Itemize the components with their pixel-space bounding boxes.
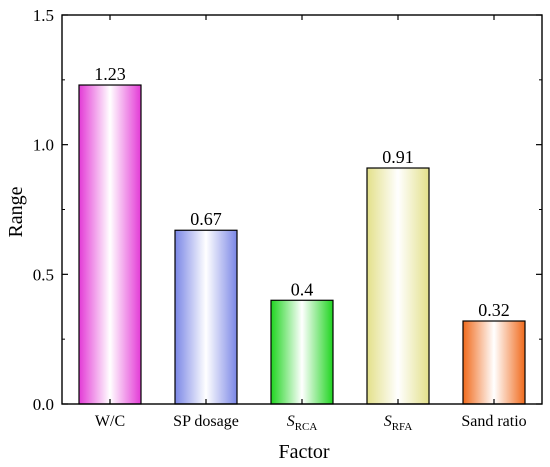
value-label-0: 1.23 <box>94 64 126 84</box>
value-label-3: 0.91 <box>382 147 414 167</box>
value-label-2: 0.4 <box>291 279 314 299</box>
value-labels-layer: 1.23 0.67 0.4 0.91 0.32 <box>94 64 510 320</box>
value-label-1: 0.67 <box>190 209 222 229</box>
axes-layer: W/C SP dosage SRCA SRFA Sand ratio 0.0 0.5 1.0 1… <box>33 6 543 433</box>
x-tick-label-1: SP dosage <box>173 413 239 430</box>
bar-0 <box>78 84 142 405</box>
bar-2 <box>270 299 334 405</box>
x-tick-label-2: SRCA <box>287 413 318 433</box>
y-axis-label: Range <box>5 186 27 237</box>
value-label-4: 0.32 <box>478 300 510 320</box>
y-tick-label-0: 0.0 <box>33 395 54 414</box>
y-tick-label-3: 1.5 <box>33 6 54 25</box>
bar-4 <box>462 320 526 405</box>
bars-layer <box>78 84 526 405</box>
x-tick-label-0: W/C <box>95 413 125 430</box>
x-axis-label: Factor <box>278 441 329 463</box>
bar-1 <box>174 229 238 405</box>
bar-3 <box>366 167 430 405</box>
y-tick-label-1: 0.5 <box>33 265 54 284</box>
y-tick-label-2: 1.0 <box>33 136 54 155</box>
x-tick-label-4: Sand ratio <box>461 413 526 430</box>
x-tick-label-3: SRFA <box>384 413 413 433</box>
